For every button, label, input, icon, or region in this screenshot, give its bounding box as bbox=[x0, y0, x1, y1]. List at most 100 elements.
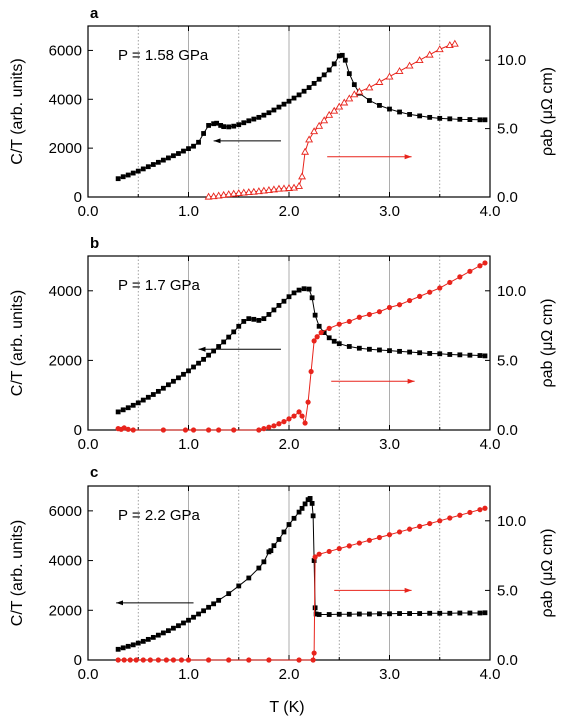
data-point bbox=[160, 385, 166, 391]
data-point bbox=[307, 496, 313, 501]
panel-b: 0.0 1.0 2.0 3.0 4.0 0 2000 4000 0.0 5.0 10.0 C/T (a… bbox=[9, 235, 556, 453]
data-point bbox=[155, 159, 161, 165]
data-point bbox=[251, 116, 257, 122]
data-point bbox=[125, 405, 131, 411]
data-point bbox=[209, 192, 218, 200]
data-point bbox=[320, 116, 329, 124]
data-point bbox=[266, 657, 272, 663]
x-tick-label: 3.0 bbox=[379, 666, 400, 683]
data-point bbox=[261, 316, 267, 322]
y-tick-label-right: 10.0 bbox=[497, 52, 526, 69]
data-point bbox=[355, 87, 364, 95]
data-point bbox=[191, 143, 196, 149]
data-point bbox=[241, 120, 247, 126]
data-point bbox=[405, 61, 414, 69]
data-point bbox=[299, 505, 305, 511]
data-point bbox=[204, 192, 213, 200]
data-point bbox=[321, 72, 327, 78]
data-point bbox=[437, 351, 443, 357]
data-point bbox=[376, 309, 383, 315]
data-point bbox=[447, 515, 453, 521]
data-point bbox=[276, 303, 282, 308]
data-point bbox=[279, 184, 288, 192]
data-point bbox=[316, 76, 322, 82]
data-point bbox=[160, 427, 166, 433]
data-point bbox=[312, 554, 318, 560]
data-point bbox=[271, 307, 277, 313]
data-point bbox=[133, 657, 139, 663]
data-point bbox=[201, 356, 206, 362]
x-tick-label: 2.0 bbox=[279, 666, 300, 683]
data-point bbox=[482, 610, 488, 616]
data-point bbox=[417, 611, 423, 616]
data-point bbox=[437, 285, 443, 291]
data-point bbox=[313, 611, 319, 617]
y-axis-label-left: C/T (arb. units) bbox=[9, 520, 26, 626]
data-point bbox=[477, 507, 483, 513]
data-point bbox=[457, 512, 463, 518]
data-point bbox=[206, 352, 211, 358]
data-point bbox=[427, 114, 433, 120]
x-tick-label: 3.0 bbox=[379, 436, 400, 453]
data-point bbox=[397, 611, 402, 616]
data-point bbox=[185, 657, 192, 663]
data-point bbox=[397, 109, 402, 115]
data-point bbox=[226, 124, 232, 130]
data-point bbox=[367, 611, 372, 617]
data-point bbox=[285, 184, 293, 191]
data-point bbox=[206, 604, 211, 610]
data-point bbox=[291, 515, 297, 521]
data-point bbox=[150, 162, 156, 167]
x-tick-label: 1.0 bbox=[178, 436, 199, 453]
data-point bbox=[435, 45, 444, 53]
data-point bbox=[236, 323, 242, 329]
data-point bbox=[216, 597, 222, 603]
data-point bbox=[437, 115, 443, 121]
data-point bbox=[356, 611, 362, 617]
data-point bbox=[201, 608, 206, 614]
data-point bbox=[170, 657, 177, 663]
data-point bbox=[318, 329, 324, 336]
x-tick-label: 0.0 bbox=[78, 666, 99, 683]
data-point bbox=[296, 509, 302, 515]
data-point bbox=[160, 630, 166, 636]
data-point bbox=[246, 118, 252, 124]
data-point bbox=[305, 135, 314, 143]
data-point bbox=[291, 290, 297, 296]
series-line-left bbox=[117, 288, 486, 413]
data-point bbox=[310, 513, 316, 519]
data-point bbox=[206, 123, 211, 128]
data-point bbox=[301, 286, 307, 292]
data-point bbox=[150, 634, 156, 640]
data-point bbox=[415, 56, 424, 64]
data-point bbox=[221, 339, 227, 345]
data-point bbox=[299, 413, 305, 419]
data-point bbox=[121, 425, 127, 431]
data-point bbox=[231, 427, 237, 433]
pressure-annotation: P = 1.7 GPa bbox=[118, 277, 201, 294]
data-point bbox=[226, 334, 232, 340]
data-point bbox=[447, 279, 453, 286]
data-point bbox=[407, 112, 412, 117]
data-point bbox=[296, 657, 302, 663]
panel-c: 0.0 1.0 2.0 3.0 4.0 0 2000 4000 6000 0.0 5.0 10.0 C/… bbox=[9, 464, 556, 683]
data-point bbox=[216, 427, 222, 433]
y-axis-label-left: C/T (arb. units) bbox=[9, 58, 26, 164]
data-point bbox=[306, 286, 312, 292]
data-point bbox=[477, 263, 483, 269]
data-point bbox=[311, 81, 317, 86]
panel-letter: a bbox=[90, 5, 99, 22]
data-point bbox=[234, 189, 243, 197]
data-point bbox=[301, 147, 310, 155]
y-axis-label-right: ρab (μΩ cm) bbox=[539, 299, 556, 388]
data-point bbox=[176, 151, 181, 156]
y-tick-label-right: 0.0 bbox=[497, 422, 518, 439]
data-point bbox=[182, 427, 189, 433]
y-tick-label-left: 6000 bbox=[49, 42, 82, 59]
data-point bbox=[467, 117, 473, 122]
data-point bbox=[274, 184, 283, 192]
data-point bbox=[120, 645, 126, 651]
data-point bbox=[216, 344, 222, 349]
data-point bbox=[407, 526, 413, 532]
data-point bbox=[261, 112, 267, 118]
